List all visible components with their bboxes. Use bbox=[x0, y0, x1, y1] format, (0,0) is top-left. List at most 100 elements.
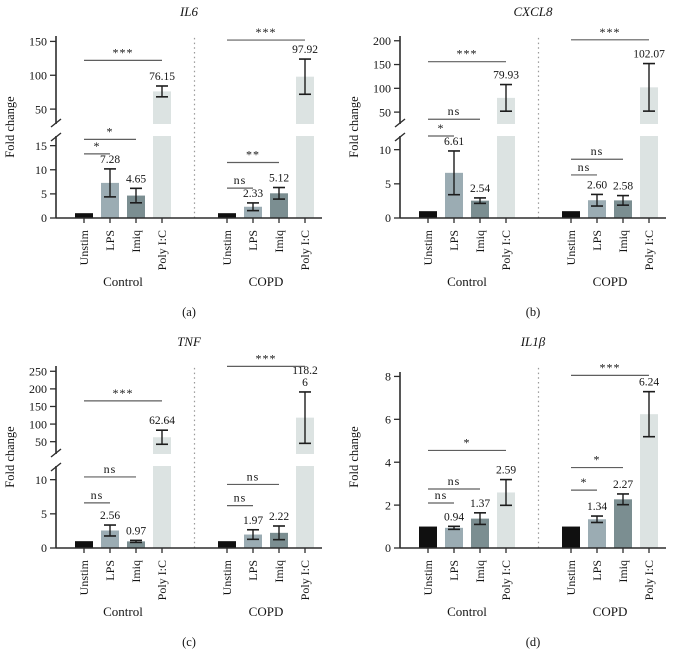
bar-lps bbox=[588, 200, 606, 218]
group-label-control: Control bbox=[103, 274, 143, 289]
category-label-imiq: Imiq bbox=[616, 560, 630, 583]
panel-il1b: IL1β Fold change 0.94 1.37 2.59 1.34 2.27 6.24 0… bbox=[344, 330, 688, 669]
y-tick-label: 250 bbox=[29, 364, 47, 378]
chart-tnf: TNF Fold change 2.56 0.97 62.64 1.97 2.22 118.2… bbox=[0, 330, 344, 669]
group-label-control: Control bbox=[103, 604, 143, 619]
value-label: 0.94 bbox=[444, 511, 464, 523]
category-label-poly-i-c: Poly I:C bbox=[499, 560, 513, 600]
category-label-lps: LPS bbox=[590, 560, 604, 581]
bar-poly-i-c-lower bbox=[497, 136, 515, 218]
value-label: 2.33 bbox=[243, 188, 263, 200]
category-label-poly-i-c: Poly I:C bbox=[499, 230, 513, 270]
panel-title: IL6 bbox=[179, 4, 199, 19]
group-label-copd: COPD bbox=[593, 604, 628, 619]
bar-unstim bbox=[75, 541, 93, 548]
category-label-imiq: Imiq bbox=[129, 230, 143, 253]
group-label-control: Control bbox=[447, 604, 487, 619]
value-label: 2.56 bbox=[100, 510, 120, 522]
significance-label: ns bbox=[91, 488, 104, 502]
significance-label: *** bbox=[600, 25, 621, 39]
panel-title: TNF bbox=[177, 334, 202, 349]
category-label-unstim: Unstim bbox=[77, 559, 91, 595]
significance-label: *** bbox=[256, 351, 277, 365]
value-label: 97.92 bbox=[292, 44, 318, 56]
category-label-lps: LPS bbox=[246, 230, 260, 251]
significance-label: ns bbox=[435, 488, 448, 502]
significance-label: *** bbox=[457, 47, 478, 61]
value-label: 1.37 bbox=[470, 498, 490, 510]
significance-label: *** bbox=[113, 386, 134, 400]
panel-letter: (b) bbox=[526, 305, 541, 319]
y-tick-label: 6 bbox=[385, 413, 391, 427]
axis-break-slash-upper bbox=[394, 118, 406, 128]
significance-label: * bbox=[581, 475, 588, 489]
bar-lps bbox=[244, 534, 262, 548]
category-label-poly-i-c: Poly I:C bbox=[155, 230, 169, 270]
bar-imiq bbox=[614, 499, 632, 548]
y-tick-label: 2 bbox=[385, 498, 391, 512]
panel-background bbox=[0, 330, 344, 669]
y-tick-label: 0 bbox=[385, 541, 391, 555]
category-label-unstim: Unstim bbox=[564, 229, 578, 265]
significance-label: *** bbox=[600, 360, 621, 374]
value-label: 2.58 bbox=[613, 181, 633, 193]
y-tick-label: 50 bbox=[379, 105, 391, 119]
y-tick-label: 10 bbox=[35, 473, 47, 487]
bar-poly-i-c-lower bbox=[296, 466, 314, 548]
value-label: 2.54 bbox=[470, 183, 490, 195]
category-label-poly-i-c: Poly I:C bbox=[298, 560, 312, 600]
y-tick-label: 100 bbox=[29, 417, 47, 431]
category-label-imiq: Imiq bbox=[616, 230, 630, 253]
category-label-imiq: Imiq bbox=[129, 560, 143, 583]
category-label-lps: LPS bbox=[103, 560, 117, 581]
panel-tnf: TNF Fold change 2.56 0.97 62.64 1.97 2.22 118.2… bbox=[0, 330, 344, 669]
category-label-poly-i-c: Poly I:C bbox=[642, 560, 656, 600]
y-tick-label: 10 bbox=[35, 163, 47, 177]
panel-background bbox=[344, 330, 688, 669]
bar-unstim bbox=[218, 213, 236, 218]
significance-label: ns bbox=[578, 160, 591, 174]
axis-break-slash-upper bbox=[50, 118, 62, 128]
y-tick-label: 15 bbox=[35, 139, 47, 153]
bar-imiq bbox=[471, 200, 489, 218]
category-label-poly-i-c: Poly I:C bbox=[298, 230, 312, 270]
category-label-poly-i-c: Poly I:C bbox=[155, 560, 169, 600]
panel-letter: (c) bbox=[182, 635, 196, 649]
y-tick-label: 5 bbox=[41, 507, 47, 521]
value-label: 79.93 bbox=[493, 70, 519, 82]
panel-title: CXCL8 bbox=[513, 4, 553, 19]
value-label: 76.15 bbox=[149, 71, 175, 83]
value-label: 5.12 bbox=[269, 173, 289, 185]
y-tick-label: 4 bbox=[385, 455, 391, 469]
group-label-control: Control bbox=[447, 274, 487, 289]
y-tick-label: 0 bbox=[385, 211, 391, 225]
axis-break-slash-lower bbox=[50, 462, 62, 472]
y-tick-label: 0 bbox=[41, 541, 47, 555]
category-label-imiq: Imiq bbox=[272, 560, 286, 583]
significance-label: *** bbox=[256, 25, 277, 39]
y-axis-label: Fold change bbox=[3, 96, 17, 158]
y-tick-label: 50 bbox=[35, 102, 47, 116]
bar-unstim bbox=[562, 211, 580, 218]
y-tick-label: 100 bbox=[29, 68, 47, 82]
category-label-unstim: Unstim bbox=[421, 229, 435, 265]
bar-poly-i-c-lower bbox=[296, 136, 314, 218]
value-label: 6.61 bbox=[444, 136, 464, 148]
chart-il1: IL1β Fold change 0.94 1.37 2.59 1.34 2.27 6.24 0… bbox=[344, 330, 688, 669]
category-label-unstim: Unstim bbox=[220, 559, 234, 595]
significance-label: ns bbox=[104, 462, 117, 476]
category-label-lps: LPS bbox=[103, 230, 117, 251]
bar-poly-i-c-lower bbox=[153, 136, 171, 218]
panel-background bbox=[344, 0, 688, 330]
value-label: 6.24 bbox=[639, 377, 659, 389]
value-label: 102.07 bbox=[633, 49, 665, 61]
bar-imiq bbox=[127, 541, 145, 548]
panel-title: IL1β bbox=[520, 334, 546, 349]
bar-lps bbox=[588, 519, 606, 548]
panel-letter: (a) bbox=[182, 305, 196, 319]
y-tick-label: 150 bbox=[373, 58, 391, 72]
bar-imiq bbox=[127, 195, 145, 218]
chart-il6: IL6 Fold change 7.28 4.65 76.15 2.33 5.12 97.92… bbox=[0, 0, 344, 330]
category-label-unstim: Unstim bbox=[564, 559, 578, 595]
